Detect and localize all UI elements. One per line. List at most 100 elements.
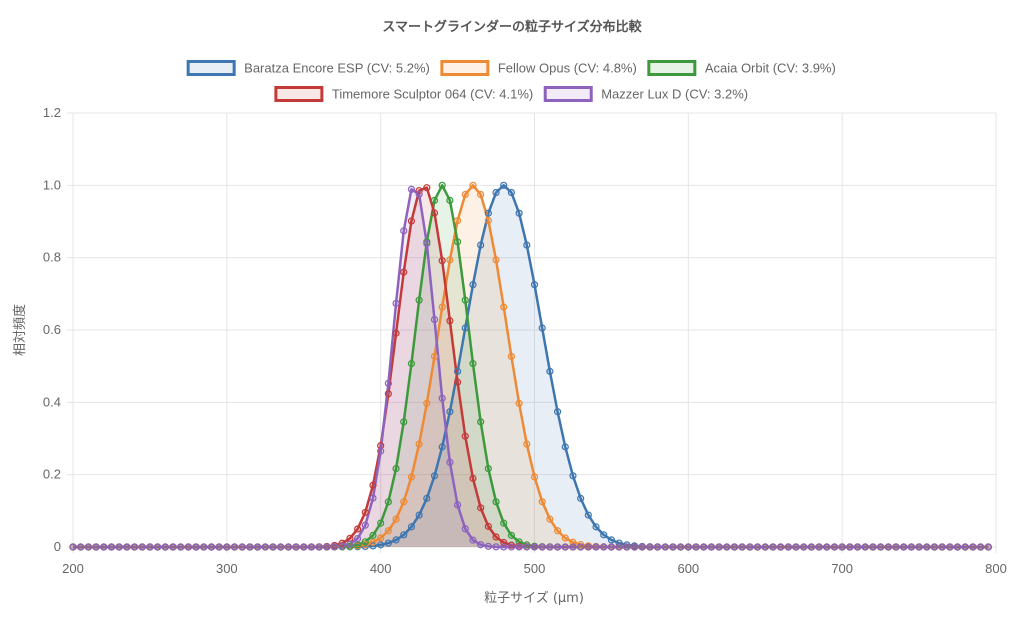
data-point[interactable] [600,531,608,539]
data-point[interactable] [477,241,485,249]
data-point[interactable] [430,209,439,217]
data-point[interactable] [400,531,408,539]
data-point[interactable] [453,216,462,225]
data-point[interactable] [446,196,454,204]
legend-item[interactable]: Mazzer Lux D (CV: 3.2%) [543,86,748,102]
data-point[interactable] [507,543,516,551]
data-point[interactable] [438,303,446,311]
data-point[interactable] [507,531,516,539]
data-point[interactable] [446,317,454,325]
data-point[interactable] [515,209,523,217]
data-point[interactable] [546,543,554,551]
data-point[interactable] [953,543,962,551]
data-point[interactable] [938,543,946,551]
data-point[interactable] [984,543,992,551]
data-point[interactable] [407,473,416,481]
data-point[interactable] [407,185,416,193]
data-point[interactable] [484,216,492,225]
data-point[interactable] [492,256,500,264]
data-point[interactable] [577,494,585,502]
data-point[interactable] [446,256,454,264]
data-point[interactable] [677,543,685,551]
data-point[interactable] [469,281,477,289]
data-point[interactable] [746,543,754,551]
data-point[interactable] [523,543,531,551]
data-point[interactable] [561,443,569,451]
data-point[interactable] [77,543,85,551]
data-point[interactable] [69,543,77,551]
data-point[interactable] [207,543,216,551]
data-point[interactable] [769,543,777,551]
data-point[interactable] [530,473,539,481]
data-point[interactable] [969,543,977,551]
data-point[interactable] [453,367,462,375]
data-point[interactable] [784,543,792,551]
data-point[interactable] [630,543,639,551]
legend-item[interactable]: Timemore Sculptor 064 (CV: 4.1%) [274,86,533,102]
data-point[interactable] [507,352,516,361]
data-point[interactable] [400,498,408,506]
data-point[interactable] [107,543,116,551]
data-point[interactable] [400,418,408,426]
data-point[interactable] [453,378,462,386]
data-point[interactable] [553,408,562,416]
data-point[interactable] [492,543,500,551]
data-point[interactable] [461,525,469,533]
data-point[interactable] [577,543,585,551]
data-point[interactable] [553,527,562,535]
data-point[interactable] [484,464,492,473]
data-point[interactable] [484,522,492,530]
data-point[interactable] [538,543,546,551]
data-point[interactable] [230,543,239,551]
data-point[interactable] [815,543,823,551]
data-point[interactable] [946,543,954,551]
data-point[interactable] [877,543,885,551]
data-point[interactable] [384,539,392,547]
data-point[interactable] [584,543,592,551]
data-point[interactable] [461,190,469,199]
data-point[interactable] [607,536,616,544]
data-point[interactable] [853,543,862,551]
data-point[interactable] [900,543,908,551]
data-point[interactable] [977,543,985,551]
data-point[interactable] [500,543,508,551]
legend-item[interactable]: Fellow Opus (CV: 4.8%) [440,60,637,76]
data-point[interactable] [430,315,439,324]
data-point[interactable] [438,394,446,402]
data-point[interactable] [384,498,392,506]
data-point[interactable] [492,498,500,506]
data-point[interactable] [553,543,562,551]
data-point[interactable] [638,543,646,551]
data-point[interactable] [246,543,254,551]
data-point[interactable] [369,481,377,489]
data-point[interactable] [423,399,431,407]
data-point[interactable] [915,543,923,551]
data-point[interactable] [369,494,377,502]
data-point[interactable] [200,543,208,551]
data-point[interactable] [446,458,454,466]
data-point[interactable] [469,536,477,544]
data-point[interactable] [461,324,469,332]
data-point[interactable] [523,241,531,249]
data-point[interactable] [861,543,869,551]
data-point[interactable] [753,543,762,551]
data-point[interactable] [846,543,854,551]
data-point[interactable] [377,447,385,455]
data-point[interactable] [692,543,700,551]
data-point[interactable] [300,543,308,551]
data-point[interactable] [423,494,431,502]
data-point[interactable] [577,541,585,549]
data-point[interactable] [761,543,769,551]
data-point[interactable] [523,440,531,448]
data-point[interactable] [161,543,169,551]
data-point[interactable] [461,296,469,304]
data-point[interactable] [423,239,431,248]
data-point[interactable] [500,181,508,189]
data-point[interactable] [284,543,292,551]
data-point[interactable] [592,523,600,531]
data-point[interactable] [138,543,146,551]
data-point[interactable] [154,543,162,551]
data-point[interactable] [84,543,92,551]
data-point[interactable] [384,390,392,398]
data-point[interactable] [215,543,223,551]
